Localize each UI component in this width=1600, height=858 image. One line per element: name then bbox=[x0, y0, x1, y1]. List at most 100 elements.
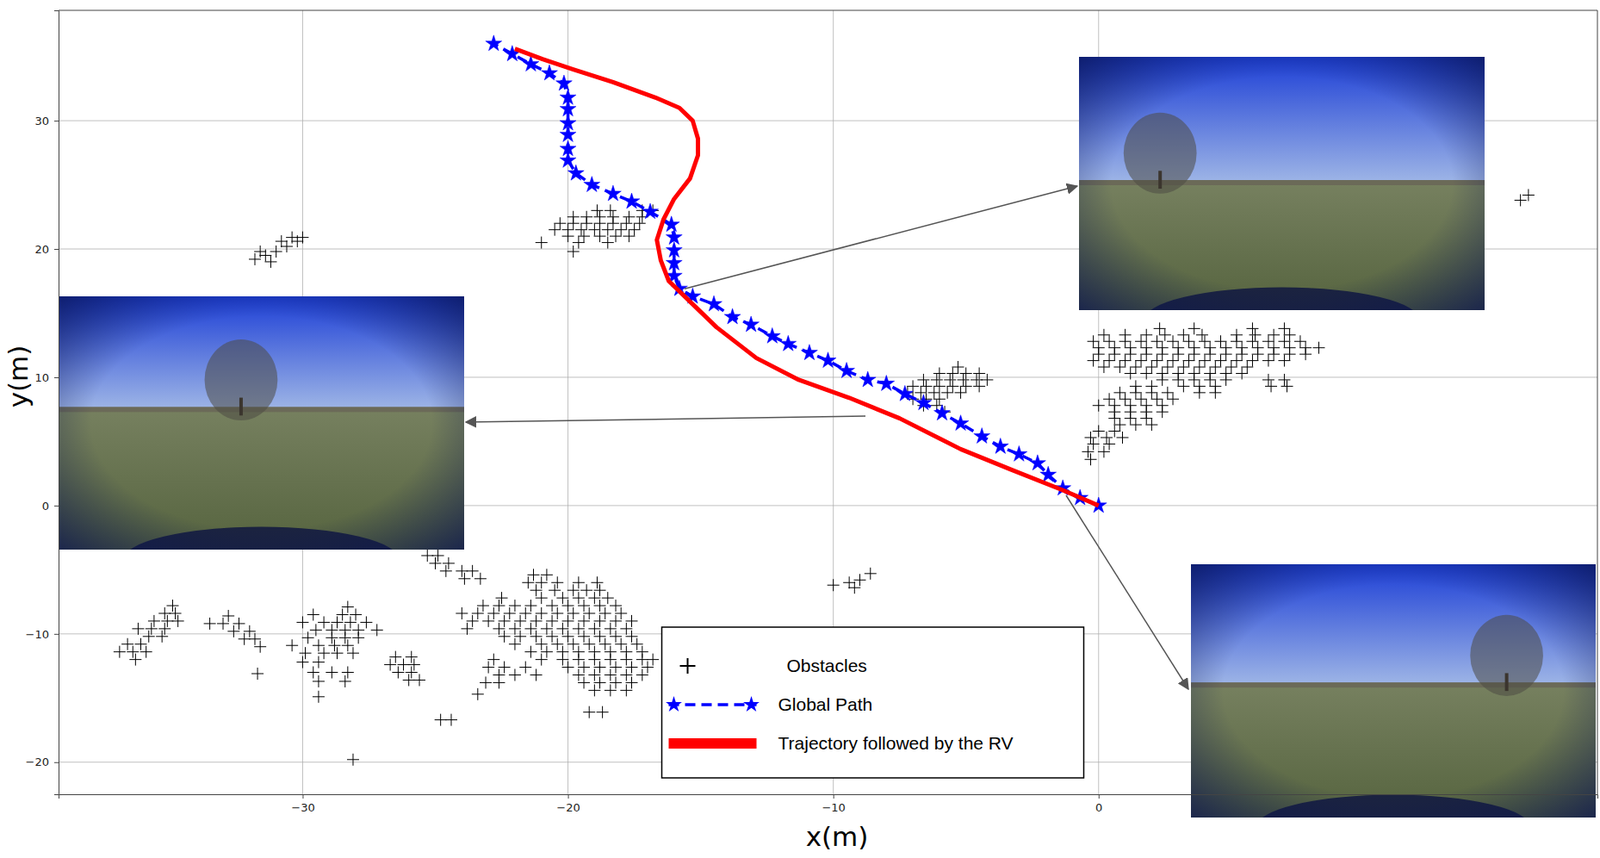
point bbox=[562, 599, 575, 612]
y-tick: 20 bbox=[34, 242, 59, 256]
arrow bbox=[684, 186, 1078, 289]
point bbox=[1119, 354, 1132, 367]
point bbox=[299, 646, 312, 659]
point bbox=[1092, 425, 1105, 438]
point bbox=[607, 217, 620, 230]
point bbox=[535, 638, 548, 651]
point bbox=[317, 615, 330, 628]
point bbox=[145, 622, 158, 635]
legend-entry: Trajectory followed by the RV bbox=[669, 732, 1014, 753]
point bbox=[1214, 354, 1227, 367]
legend-marker bbox=[665, 695, 683, 712]
point bbox=[1124, 347, 1137, 360]
point bbox=[572, 622, 585, 635]
point bbox=[933, 366, 946, 379]
point bbox=[1172, 347, 1185, 360]
point bbox=[1294, 334, 1307, 348]
point bbox=[391, 666, 404, 679]
point bbox=[957, 373, 970, 386]
point bbox=[1252, 347, 1265, 360]
point bbox=[601, 591, 614, 604]
point bbox=[540, 568, 553, 581]
point bbox=[588, 653, 601, 666]
point bbox=[1177, 379, 1190, 392]
point bbox=[339, 631, 352, 644]
point bbox=[1161, 386, 1174, 399]
point bbox=[609, 661, 622, 674]
x-tick-label: 0 bbox=[1095, 800, 1103, 814]
point bbox=[594, 630, 607, 643]
y-axis-line bbox=[54, 11, 60, 795]
point bbox=[604, 683, 617, 696]
point bbox=[1198, 354, 1211, 367]
point bbox=[331, 615, 344, 628]
point bbox=[1092, 399, 1105, 412]
point bbox=[1166, 392, 1179, 405]
point bbox=[482, 614, 495, 627]
point bbox=[1145, 360, 1158, 373]
point bbox=[620, 622, 633, 635]
point bbox=[336, 607, 349, 621]
legend-entry: Global Path bbox=[665, 694, 873, 714]
x-axis-line bbox=[59, 794, 1599, 800]
point bbox=[620, 683, 633, 696]
point bbox=[1100, 431, 1113, 444]
point bbox=[325, 666, 338, 679]
point bbox=[580, 217, 593, 230]
point bbox=[609, 599, 622, 612]
point bbox=[582, 638, 596, 651]
point bbox=[1108, 347, 1121, 360]
point bbox=[933, 379, 946, 392]
point bbox=[1159, 328, 1172, 342]
y-tick-mark bbox=[54, 248, 59, 250]
point bbox=[254, 640, 267, 653]
point bbox=[614, 607, 627, 620]
point bbox=[559, 126, 577, 143]
point bbox=[1183, 334, 1196, 348]
point bbox=[217, 617, 230, 630]
point bbox=[1209, 386, 1222, 399]
point bbox=[238, 632, 251, 645]
point bbox=[1209, 360, 1222, 373]
x-tick: −20 bbox=[556, 793, 580, 814]
point bbox=[408, 658, 421, 671]
point bbox=[1153, 322, 1166, 335]
point bbox=[1134, 334, 1148, 348]
point bbox=[763, 327, 781, 343]
point bbox=[1087, 354, 1100, 367]
point bbox=[960, 379, 973, 392]
point bbox=[848, 581, 861, 594]
x-tick-label: −30 bbox=[291, 800, 315, 814]
point bbox=[1230, 354, 1243, 367]
point bbox=[1156, 373, 1169, 386]
point bbox=[559, 140, 577, 156]
point bbox=[1029, 454, 1046, 471]
point bbox=[285, 231, 298, 244]
point bbox=[582, 607, 596, 620]
point bbox=[1193, 386, 1206, 399]
point bbox=[1166, 354, 1179, 367]
point bbox=[1277, 354, 1290, 367]
point bbox=[479, 675, 492, 689]
point bbox=[636, 668, 649, 681]
point bbox=[519, 661, 532, 674]
point bbox=[928, 386, 941, 399]
point bbox=[973, 366, 986, 379]
point bbox=[633, 217, 646, 230]
point bbox=[1188, 322, 1201, 335]
point bbox=[596, 706, 609, 719]
point bbox=[992, 437, 1009, 453]
point bbox=[780, 334, 797, 351]
point bbox=[1283, 328, 1297, 342]
point bbox=[1277, 373, 1290, 386]
point bbox=[421, 549, 434, 562]
point bbox=[521, 576, 534, 589]
point bbox=[577, 229, 590, 242]
point bbox=[605, 185, 622, 201]
point bbox=[474, 572, 487, 585]
point bbox=[519, 607, 532, 620]
point bbox=[471, 607, 484, 620]
point bbox=[1145, 386, 1158, 399]
point bbox=[328, 638, 341, 652]
point bbox=[1299, 347, 1312, 360]
